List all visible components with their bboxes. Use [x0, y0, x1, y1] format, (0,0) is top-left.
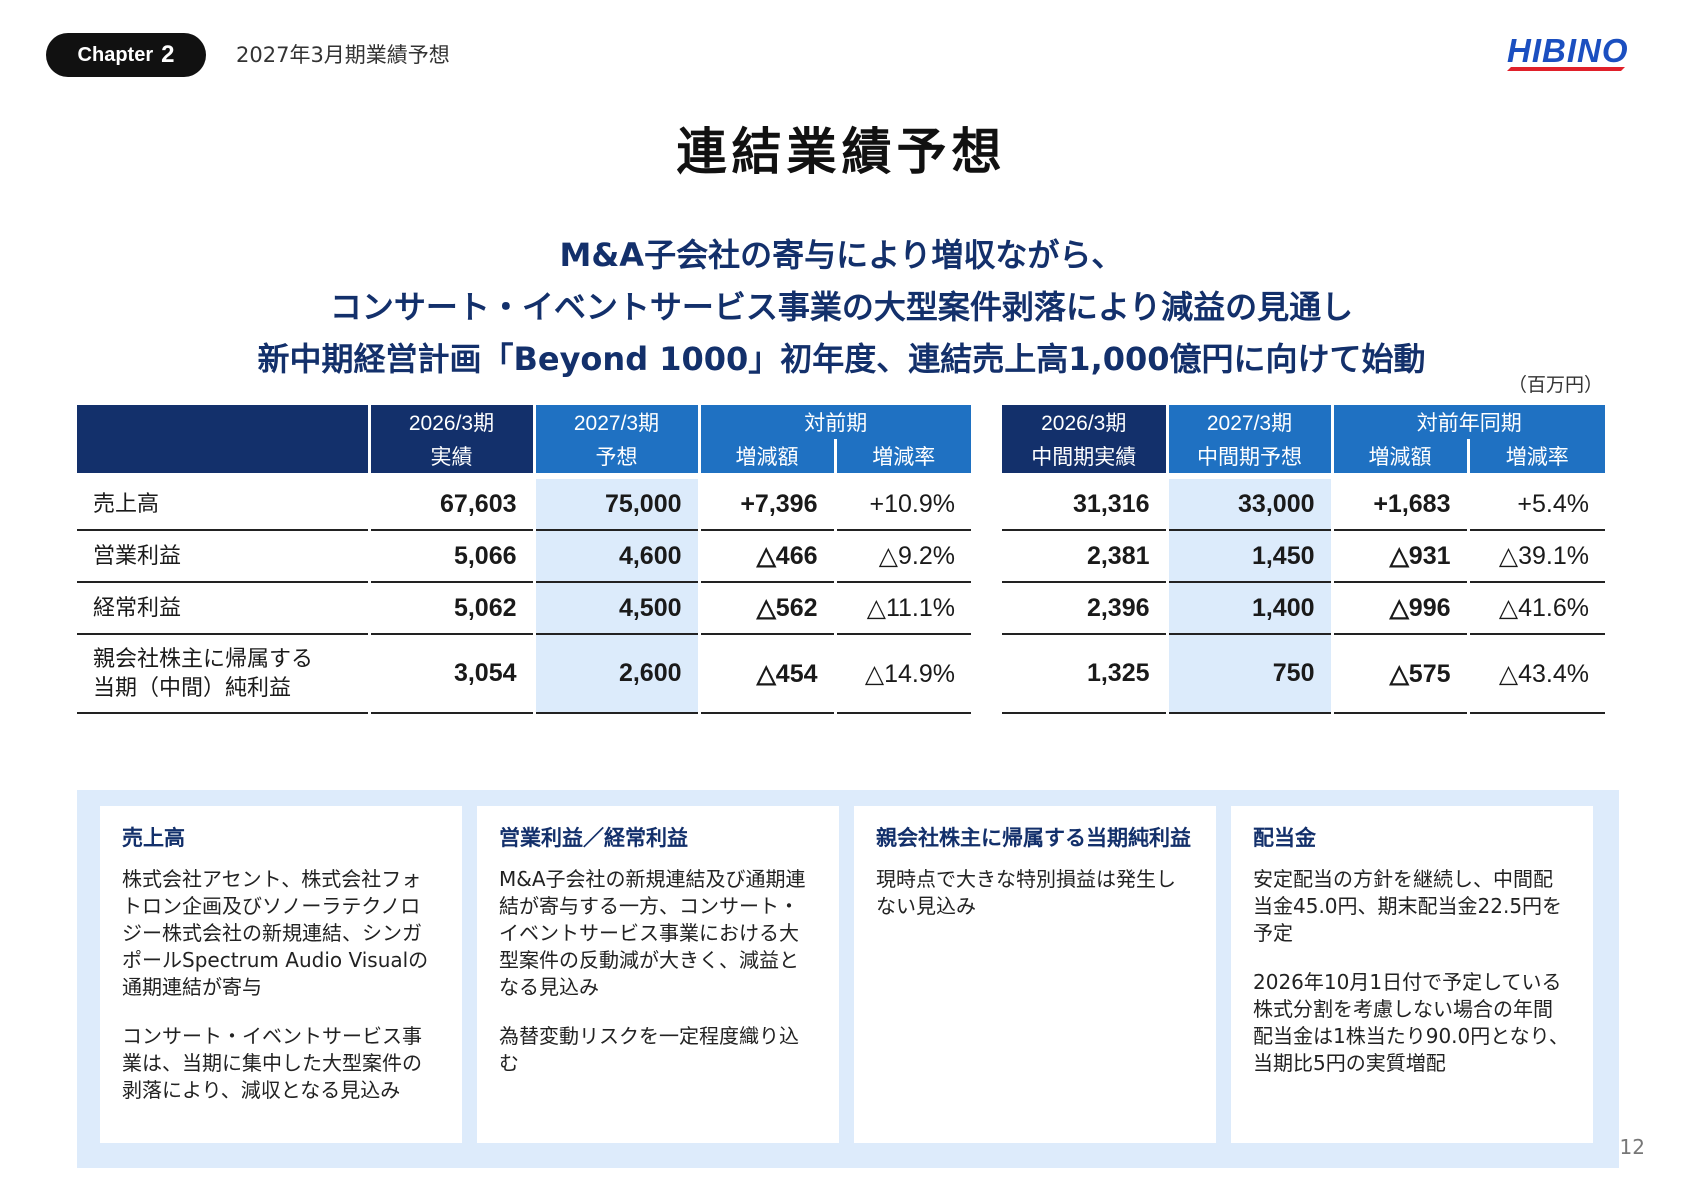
forecast-value: 33,000: [1167, 479, 1334, 531]
col-header-change-amount: 増減額: [1332, 439, 1470, 473]
note-title: 配当金: [1253, 826, 1316, 850]
forecast-value: 750: [1167, 634, 1334, 714]
col-header-forecast: 予想: [534, 439, 701, 473]
note-paragraph: 2026年10月1日付で予定している株式分割を考慮しない場合の年間配当金は1株当…: [1253, 970, 1569, 1076]
table-row: 親会社株主に帰属する 当期（中間）純利益 3,054 2,600 △454 △1…: [77, 634, 971, 714]
actual-value: 5,066: [369, 530, 536, 583]
forecast-value: 1,400: [1167, 582, 1334, 635]
header-blank: [77, 405, 371, 473]
note-card-dividend: 配当金 安定配当の方針を継続し、中間配当金45.0円、期末配当金22.5円を予定…: [1231, 806, 1593, 1143]
col-header-actual: 実績: [369, 439, 536, 473]
forecast-value: 1,450: [1167, 530, 1334, 583]
interim-forecast-table: 2026/3期 2027/3期 対前年同期 中間期実績 中間期予想 増減額 増減…: [1002, 405, 1605, 714]
change-rate: △43.4%: [1468, 634, 1605, 714]
col-header-change-rate: 増減率: [835, 439, 971, 473]
note-paragraph: 株式会社アセント、株式会社フォトロン企画及びソノーラテクノロジー株式会社の新規連…: [122, 867, 429, 1000]
change-rate: +5.4%: [1468, 479, 1605, 531]
change-amount: △931: [1332, 530, 1470, 583]
headline-line-3: 新中期経営計画「Beyond 1000」初年度、連結売上高1,000億円に向けて…: [257, 340, 1426, 378]
row-label: 売上高: [77, 479, 371, 531]
actual-value: 5,062: [369, 582, 536, 635]
note-title: 営業利益／経常利益: [499, 826, 688, 850]
section-subtitle: 2027年3月期業績予想: [236, 43, 450, 67]
change-amount: +1,683: [1332, 479, 1470, 531]
col-header-actual-year: 2026/3期: [369, 405, 536, 439]
change-rate: △14.9%: [835, 634, 971, 714]
row-label-line-2: 当期（中間）純利益: [93, 674, 292, 700]
change-rate: △41.6%: [1468, 582, 1605, 635]
change-amount: △466: [699, 530, 837, 583]
headline-line-1: M&A子会社の寄与により増収ながら、: [559, 236, 1124, 274]
change-rate: △11.1%: [835, 582, 971, 635]
forecast-value: 4,500: [534, 582, 701, 635]
note-paragraph: 為替変動リスクを一定程度織り込む: [499, 1024, 799, 1076]
table-row: 営業利益 5,066 4,600 △466 △9.2%: [77, 530, 971, 583]
forecast-value: 75,000: [534, 479, 701, 531]
actual-value: 31,316: [1002, 479, 1169, 531]
fullyear-forecast-table: 2026/3期 2027/3期 対前期 実績 予想 増減額 増減率 売上高 67…: [77, 405, 971, 714]
actual-value: 2,396: [1002, 582, 1169, 635]
note-paragraph: 安定配当の方針を継続し、中間配当金45.0円、期末配当金22.5円を予定: [1253, 867, 1563, 946]
row-label: 営業利益: [77, 530, 371, 583]
change-rate: △9.2%: [835, 530, 971, 583]
note-card-sales: 売上高 株式会社アセント、株式会社フォトロン企画及びソノーラテクノロジー株式会社…: [100, 806, 462, 1143]
row-label-line-1: 親会社株主に帰属する: [93, 645, 314, 671]
table-row: 1,325 750 △575 △43.4%: [1002, 634, 1605, 714]
note-paragraph: コンサート・イベントサービス事業は、当期に集中した大型案件の剥落により、減収とな…: [122, 1024, 422, 1103]
col-header-forecast-year: 2027/3期: [1167, 405, 1334, 439]
unit-label: （百万円）: [1507, 374, 1603, 396]
chapter-word: Chapter: [77, 43, 154, 66]
col-header-forecast: 中間期予想: [1167, 439, 1334, 473]
change-amount: △996: [1332, 582, 1470, 635]
table-row: 2,396 1,400 △996 △41.6%: [1002, 582, 1605, 635]
hibino-logo: HIBINO: [1505, 32, 1645, 78]
note-card-profit: 営業利益／経常利益 M&A子会社の新規連結及び通期連結が寄与する一方、コンサート…: [477, 806, 839, 1143]
table-row: 31,316 33,000 +1,683 +5.4%: [1002, 479, 1605, 531]
row-label: 経常利益: [77, 582, 371, 635]
note-title: 売上高: [122, 826, 185, 850]
col-header-yoy: 対前期: [699, 405, 971, 439]
table-row: 売上高 67,603 75,000 +7,396 +10.9%: [77, 479, 971, 531]
change-amount: △575: [1332, 634, 1470, 714]
headline-line-2: コンサート・イベントサービス事業の大型案件剥落により減益の見通し: [329, 288, 1354, 326]
notes-panel: 売上高 株式会社アセント、株式会社フォトロン企画及びソノーラテクノロジー株式会社…: [77, 790, 1619, 1168]
note-card-net-income: 親会社株主に帰属する当期純利益 現時点で大きな特別損益は発生しない見込み: [854, 806, 1216, 1143]
actual-value: 67,603: [369, 479, 536, 531]
change-rate: △39.1%: [1468, 530, 1605, 583]
page-number: 12: [1619, 1135, 1645, 1159]
change-amount: △562: [699, 582, 837, 635]
change-amount: △454: [699, 634, 837, 714]
col-header-change-rate: 増減率: [1468, 439, 1605, 473]
col-header-actual: 中間期実績: [1002, 439, 1169, 473]
page-title: 連結業績予想: [676, 123, 1007, 181]
actual-value: 2,381: [1002, 530, 1169, 583]
forecast-value: 4,600: [534, 530, 701, 583]
change-amount: +7,396: [699, 479, 837, 531]
col-header-yoy: 対前年同期: [1332, 405, 1605, 439]
change-rate: +10.9%: [835, 479, 971, 531]
col-header-change-amount: 増減額: [699, 439, 837, 473]
table-row: 経常利益 5,062 4,500 △562 △11.1%: [77, 582, 971, 635]
note-paragraph: M&A子会社の新規連結及び通期連結が寄与する一方、コンサート・イベントサービス事…: [499, 867, 806, 1000]
note-title: 親会社株主に帰属する当期純利益: [876, 826, 1191, 850]
row-label: 親会社株主に帰属する 当期（中間）純利益: [77, 634, 371, 714]
table-row: 2,381 1,450 △931 △39.1%: [1002, 530, 1605, 583]
forecast-value: 2,600: [534, 634, 701, 714]
chapter-number: 2: [161, 41, 175, 68]
col-header-forecast-year: 2027/3期: [534, 405, 701, 439]
note-paragraph: 現時点で大きな特別損益は発生しない見込み: [876, 867, 1176, 919]
actual-value: 3,054: [369, 634, 536, 714]
col-header-actual-year: 2026/3期: [1002, 405, 1169, 439]
logo-wordmark: HIBINO: [1507, 32, 1629, 69]
actual-value: 1,325: [1002, 634, 1169, 714]
chapter-badge: Chapter 2: [46, 33, 206, 77]
